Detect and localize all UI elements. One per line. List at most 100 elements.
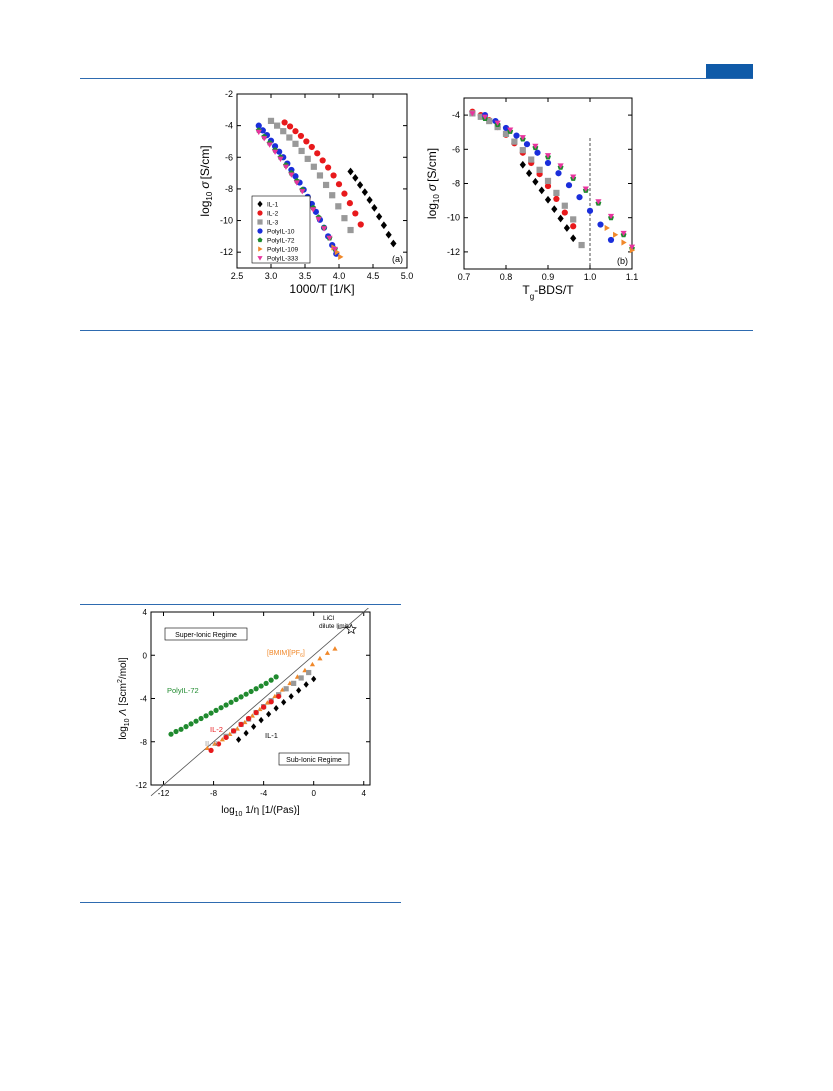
- y-axis-label: log10Λ[Scm2/mol]: [117, 657, 131, 739]
- data-point: [325, 164, 332, 171]
- data-point: [544, 159, 552, 167]
- data-point: [532, 143, 539, 149]
- data-point: [248, 688, 254, 695]
- data-point: [513, 132, 520, 139]
- data-point: [264, 700, 270, 705]
- data-point: [204, 745, 210, 751]
- series-il-2: [208, 693, 282, 753]
- data-point: [595, 199, 602, 205]
- data-point: [511, 138, 518, 145]
- legend-entry: IL-1: [267, 202, 279, 209]
- data-point: [502, 130, 510, 138]
- data-point: [502, 124, 510, 132]
- chart-b-conductivity-vs-scaled-temperature: 0.7 0.8 0.9 1.0 1.1 -12 -10 -8 -6 -4 (b) Tg-BDS/T lo…: [425, 97, 638, 301]
- data-point: [293, 180, 300, 186]
- series-il-3: [469, 110, 585, 249]
- data-point: [286, 134, 293, 141]
- data-point: [223, 734, 229, 741]
- data-point: [228, 699, 234, 705]
- data-point: [330, 172, 337, 179]
- data-point: [238, 694, 244, 700]
- x-axis-label: Tg-BDS/T: [522, 283, 574, 301]
- data-point: [553, 195, 560, 202]
- data-point: [286, 123, 294, 130]
- x-tick-label: 0.7: [458, 272, 471, 282]
- data-point: [563, 224, 570, 232]
- data-point: [536, 166, 543, 173]
- data-point: [481, 114, 489, 120]
- data-point: [565, 182, 573, 189]
- x-axis-label: log10 1/η [1/(Pas)]: [221, 805, 300, 818]
- data-point: [267, 117, 275, 124]
- data-point: [390, 239, 397, 248]
- data-point: [534, 149, 541, 156]
- data-point: [213, 707, 219, 713]
- series-il-3: [267, 117, 354, 234]
- licl-star-marker: [345, 623, 357, 635]
- x-tick-label: 3.5: [299, 271, 312, 281]
- legend-entry: PolyIL-72: [267, 238, 295, 245]
- data-point: [570, 223, 577, 230]
- legend-entry: IL-3: [267, 220, 279, 227]
- data-point: [347, 226, 354, 234]
- x-axis-label: 1000/T [1/K]: [289, 282, 354, 296]
- y-tick-label: -12: [447, 247, 460, 257]
- walden-ideal-line: [150, 608, 369, 797]
- data-point: [582, 186, 589, 192]
- legend-entry: PolyIL-10: [267, 229, 295, 236]
- x-tick-label: 4.5: [367, 271, 380, 281]
- data-point: [357, 221, 364, 228]
- data-point: [346, 200, 353, 207]
- data-point: [570, 216, 577, 223]
- data-point: [280, 128, 287, 135]
- y-tick-label: -8: [452, 179, 460, 189]
- x-tick-label: 3.0: [265, 271, 278, 281]
- y-tick-label: -10: [447, 213, 460, 223]
- data-point: [297, 132, 305, 140]
- y-tick-label: 4: [143, 608, 148, 617]
- series-polyil-109: [604, 224, 636, 254]
- data-point: [298, 147, 305, 155]
- data-point: [621, 239, 627, 246]
- data-point: [261, 704, 267, 710]
- sub-ionic-box: Sub-Ionic Regime: [278, 752, 350, 766]
- data-point: [258, 683, 264, 689]
- sub-ionic-frame: [278, 752, 350, 766]
- data-point: [292, 128, 299, 135]
- data-point: [274, 122, 281, 129]
- il-1-label: IL-1: [265, 731, 278, 740]
- data-point: [385, 230, 392, 239]
- data-point: [335, 203, 342, 210]
- y-tick-label: -8: [225, 184, 233, 194]
- bmim-pf6-label: [BMIM][PF6]: [267, 650, 305, 659]
- data-point: [347, 167, 354, 176]
- data-point: [561, 202, 568, 209]
- data-point: [266, 142, 273, 148]
- walden-bottom-rule: [80, 902, 401, 903]
- data-point: [288, 172, 295, 178]
- header-rule: [80, 78, 753, 79]
- y-tick-label: -10: [220, 216, 233, 226]
- data-point: [629, 247, 636, 254]
- data-point: [356, 181, 364, 189]
- data-point: [261, 136, 268, 142]
- data-point: [253, 686, 259, 692]
- licl-label: LiCl: [323, 615, 335, 622]
- walden-top-rule: [80, 604, 401, 605]
- data-point: [303, 138, 310, 145]
- data-point: [335, 181, 343, 188]
- series-il-1: [347, 167, 397, 248]
- series-polyil-333: [469, 111, 636, 250]
- data-point: [281, 699, 287, 706]
- data-point: [314, 150, 321, 157]
- data-point: [292, 140, 299, 147]
- data-point: [332, 646, 338, 651]
- data-point: [268, 699, 274, 705]
- data-point: [366, 196, 373, 204]
- data-point: [555, 170, 562, 177]
- x-tick-label: 0.9: [542, 272, 555, 282]
- data-point: [352, 173, 359, 182]
- series-polyil-109: [331, 244, 344, 261]
- data-point: [310, 207, 317, 213]
- data-point: [168, 731, 174, 737]
